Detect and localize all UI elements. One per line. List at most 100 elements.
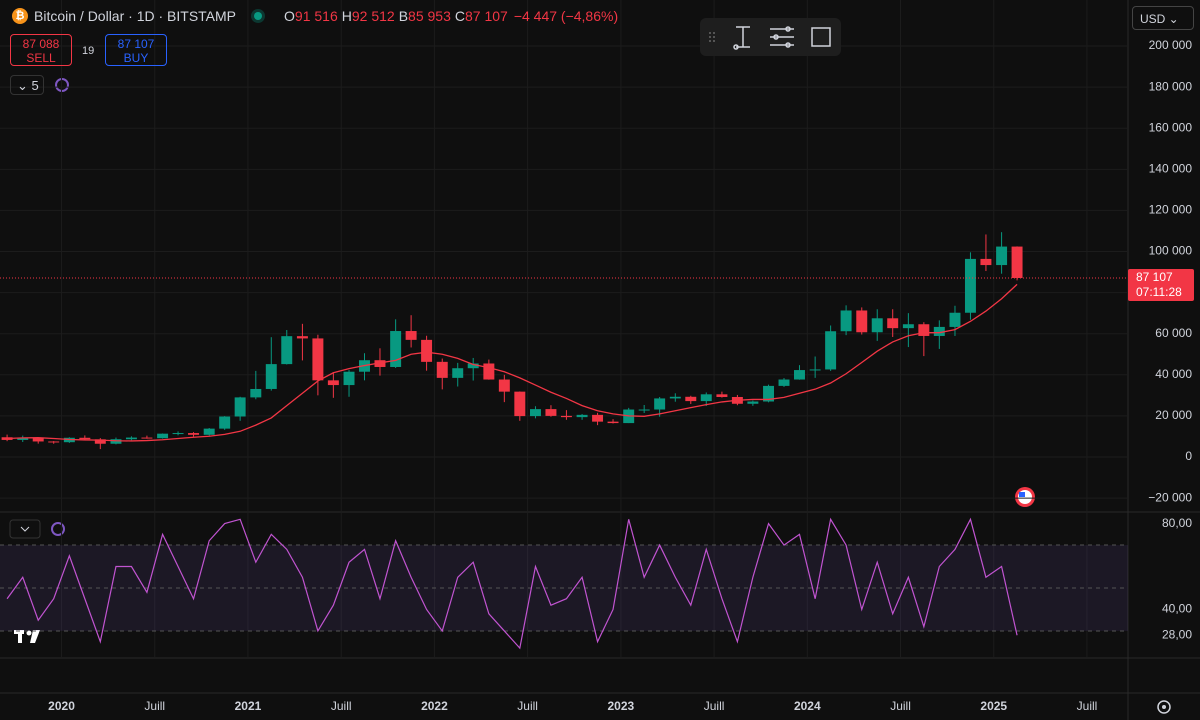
sell-label: SELL — [26, 51, 56, 65]
candle-body — [825, 331, 837, 370]
change: −4 447 (−4,86%) — [513, 8, 619, 24]
candle-body — [576, 414, 588, 418]
currency-select[interactable]: USD ⌄ — [1132, 6, 1194, 30]
x-tick-label: 2025 — [980, 699, 1007, 713]
candle-body — [483, 363, 495, 380]
candle-body — [887, 318, 899, 329]
candle-body — [871, 318, 883, 333]
y-tick-label: 60 000 — [1155, 326, 1192, 340]
drawing-toolbar — [700, 18, 841, 56]
candle-body — [219, 416, 231, 429]
candle-body — [141, 437, 153, 439]
toolbar-icons — [709, 26, 831, 50]
ohlc-key: C — [454, 8, 465, 24]
rsi-pane-controls[interactable] — [9, 519, 65, 539]
candle-body — [94, 439, 106, 444]
candle-body — [281, 336, 293, 365]
candle-body — [1, 437, 13, 440]
ohlc-value: 85 953 — [408, 8, 451, 24]
coin-icon: ₿ — [12, 8, 28, 24]
x-tick-label: Juill — [331, 699, 352, 713]
candle-body — [32, 438, 44, 442]
x-tick-label: 2021 — [235, 699, 262, 713]
candle-body — [654, 398, 666, 410]
spread: 19 — [82, 45, 95, 57]
moving-average — [7, 283, 1018, 442]
y-tick-label: 160 000 — [1149, 120, 1193, 134]
candle-body — [172, 433, 184, 435]
candle-body — [390, 331, 402, 367]
y-tick-label: 200 000 — [1149, 38, 1193, 52]
candle-body — [203, 428, 215, 435]
candle-body — [529, 409, 541, 417]
candle-body — [125, 437, 137, 440]
flag-icon[interactable] — [1015, 487, 1035, 507]
candle-body — [467, 363, 479, 369]
candle-body — [840, 310, 852, 332]
last-price-label: 87 107 — [1136, 270, 1173, 284]
candle-body — [964, 258, 976, 313]
plot-area — [1, 232, 1023, 450]
ohlc-key: H — [341, 8, 352, 24]
candle-body — [716, 394, 728, 397]
candle-body — [1011, 246, 1023, 278]
ohlc-value: 87 107 — [464, 8, 508, 24]
buy-price: 87 107 — [117, 37, 155, 51]
candle-body — [343, 371, 355, 386]
buy-button[interactable]: 87 107 BUY — [105, 34, 167, 66]
countdown: 07:11:28 — [1136, 285, 1182, 299]
candle-body — [607, 421, 619, 424]
y-tick-label: 40 000 — [1155, 367, 1192, 381]
y-tick-label: 28,00 — [1162, 627, 1192, 641]
candle-body — [17, 438, 29, 440]
x-tick-label: Juill — [1077, 699, 1098, 713]
rsi-line — [6, 517, 1018, 650]
candle-body — [188, 433, 200, 435]
candle-body — [794, 370, 805, 380]
candle-body — [685, 396, 697, 402]
last-price-tag — [1128, 268, 1194, 301]
candle-body — [902, 324, 914, 329]
candle-body — [592, 414, 604, 422]
candle-body — [980, 258, 992, 266]
y-tick-label: 180 000 — [1149, 79, 1193, 93]
chart-logo — [14, 630, 40, 643]
x-tick-label: Juill — [704, 699, 725, 713]
candle-body — [234, 397, 246, 417]
candle-body — [856, 310, 868, 333]
candle-body — [48, 441, 60, 443]
candle-body — [918, 324, 930, 336]
candle-body — [452, 368, 464, 378]
sell-price: 87 088 — [22, 37, 60, 51]
y-tick-label: 140 000 — [1149, 161, 1193, 175]
x-tick-label: 2024 — [794, 699, 821, 713]
symbol-header: ₿ Bitcoin / Dollar · 1D · BITSTAMP O91 5… — [12, 8, 618, 24]
candle-body — [809, 369, 821, 371]
settings-icon[interactable] — [1157, 700, 1171, 714]
candle-body — [996, 246, 1008, 266]
y-tick-label: 0 — [1185, 449, 1192, 463]
candle-body — [296, 336, 308, 339]
buy-label: BUY — [123, 51, 149, 65]
currency: USD — [1140, 12, 1166, 26]
indicator-toggle[interactable]: ⌄ 5 — [10, 75, 44, 95]
ohlc-value: 92 512 — [351, 8, 395, 24]
candle-body — [700, 394, 712, 402]
x-tick-label: Juill — [144, 699, 165, 713]
x-tick-label: 2023 — [608, 699, 635, 713]
candle-body — [933, 326, 945, 336]
indicator-count: 5 — [31, 78, 39, 93]
ohlc-key: O — [284, 8, 295, 24]
candle-body — [545, 409, 557, 416]
ohlc-value: 91 516 — [294, 8, 338, 24]
candle-body — [374, 360, 386, 367]
candle-body — [669, 396, 681, 399]
candle-body — [514, 391, 526, 417]
sell-button[interactable]: 87 088 SELL — [10, 34, 72, 66]
candle-body — [949, 312, 961, 327]
candle-body — [110, 439, 122, 444]
candle-body — [157, 433, 169, 439]
x-tick-label: Juill — [890, 699, 911, 713]
